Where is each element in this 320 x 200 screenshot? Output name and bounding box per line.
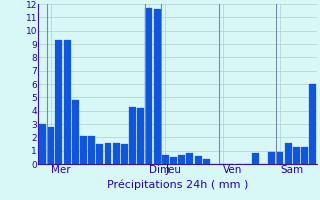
Bar [96, 144, 103, 164]
Bar [47, 127, 54, 164]
Bar [55, 40, 62, 164]
Bar [154, 9, 161, 164]
Bar [39, 124, 46, 164]
Bar [268, 152, 275, 164]
Bar [80, 136, 87, 164]
Bar [64, 40, 70, 164]
Bar [170, 157, 177, 164]
Bar [178, 155, 185, 164]
Bar [88, 136, 95, 164]
Bar [309, 84, 316, 164]
X-axis label: Précipitations 24h ( mm ): Précipitations 24h ( mm ) [107, 180, 248, 190]
Bar [121, 144, 128, 164]
Bar [203, 159, 210, 164]
Bar [293, 147, 300, 164]
Bar [129, 107, 136, 164]
Bar [105, 143, 111, 164]
Bar [252, 153, 259, 164]
Bar [113, 143, 120, 164]
Bar [72, 100, 79, 164]
Bar [146, 8, 152, 164]
Bar [187, 153, 193, 164]
Bar [137, 108, 144, 164]
Bar [301, 147, 308, 164]
Bar [195, 156, 202, 164]
Bar [285, 143, 292, 164]
Bar [162, 155, 169, 164]
Bar [276, 152, 284, 164]
